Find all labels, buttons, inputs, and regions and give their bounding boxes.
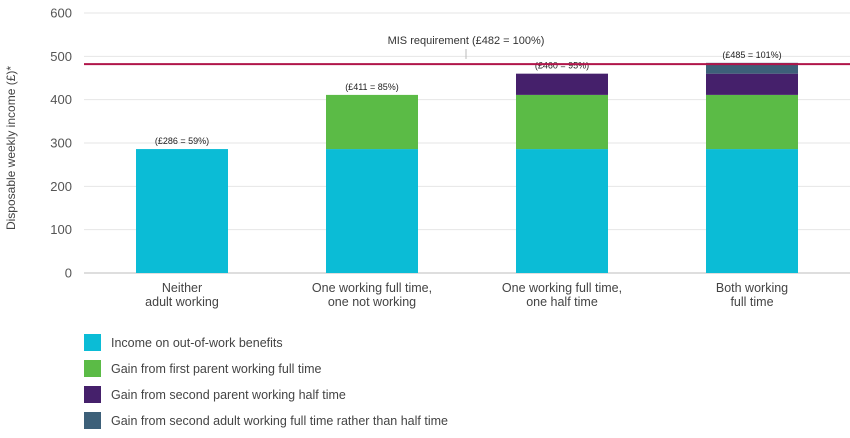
legend-swatch [84,334,101,351]
category-label: one not working [328,295,416,309]
legend-label: Gain from second parent working half tim… [111,387,346,402]
data-label: (£460 = 95%) [535,61,589,71]
category-label: one half time [526,295,598,309]
category-label: One working full time, [502,281,622,295]
legend-swatch [84,386,101,403]
category-label: full time [730,295,773,309]
data-label: (£411 = 85%) [345,82,399,92]
bar-segment [326,149,418,273]
bar-segment [136,149,228,273]
legend-item: Gain from first parent working full time [84,360,784,377]
category-label: Neither [162,281,202,295]
y-axis-title: Disposable weekly income (£)* [4,66,18,230]
y-tick-label: 400 [50,92,72,107]
chart-area: 0 100 200 300 400 500 600 Disposable weekly inc… [4,6,850,309]
bar-segment [516,149,608,273]
bar-segment [516,73,608,95]
y-tick-label: 600 [50,6,72,21]
legend-label: Income on out-of-work benefits [111,335,283,350]
bar-segment [706,73,798,95]
legend-swatch [84,412,101,429]
category-label: One working full time, [312,281,432,295]
y-tick-label: 0 [65,266,72,281]
mis-reference-label: MIS requirement (£482 = 100%) [388,35,545,47]
legend-item: Gain from second adult working full time… [84,412,784,429]
legend-item: Income on out-of-work benefits [84,334,784,351]
bar-segment [516,94,608,150]
y-tick-label: 200 [50,179,72,194]
data-label: (£485 = 101%) [722,50,781,60]
bar-segment [706,149,798,273]
category-label: adult working [145,295,219,309]
bar-segment [326,94,418,150]
data-label: (£286 = 59%) [155,136,209,146]
legend: Income on out-of-work benefits Gain from … [84,334,784,438]
legend-label: Gain from first parent working full time [111,361,322,376]
y-tick-label: 100 [50,222,72,237]
bar-segment [706,62,798,74]
y-tick-label: 300 [50,136,72,151]
stacked-bar-chart: 0 100 200 300 400 500 600 Disposable weekly inc… [4,6,850,309]
legend-item: Gain from second parent working half tim… [84,386,784,403]
legend-swatch [84,360,101,377]
y-tick-label: 500 [50,49,72,64]
bar-segment [706,94,798,150]
category-label: Both working [716,281,788,295]
legend-label: Gain from second adult working full time… [111,413,448,428]
